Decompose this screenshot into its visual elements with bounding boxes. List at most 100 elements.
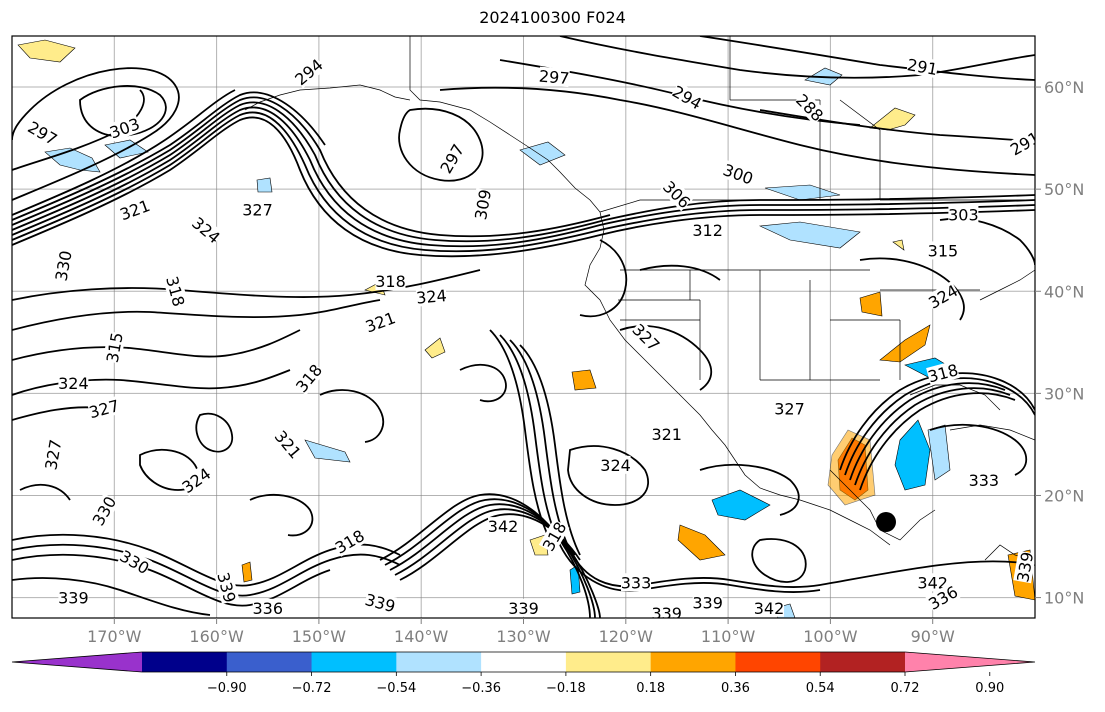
storm-marker xyxy=(876,512,896,532)
contour-label-bg xyxy=(415,286,448,307)
contour-label: 315 xyxy=(928,241,959,260)
orange-patch xyxy=(879,324,931,363)
contour-label-bg xyxy=(621,573,652,592)
contour-label-bg xyxy=(906,55,939,79)
contour-label: 339 xyxy=(692,594,723,613)
contour-label-bg xyxy=(214,570,240,605)
contour-label-bg xyxy=(948,205,979,224)
contour-label-bg xyxy=(363,308,398,336)
colorbar-tick-label: 0.90 xyxy=(975,681,1004,696)
lat-tick-label: 60°N xyxy=(1044,78,1084,97)
contour-label-bg xyxy=(692,593,723,612)
contour-label-bg xyxy=(25,117,61,149)
map-title: 2024100300 F024 xyxy=(479,8,626,27)
lon-tick-label: 140°W xyxy=(394,627,449,646)
contour-label: 339 xyxy=(1013,550,1037,583)
contour-label-bg xyxy=(375,272,406,291)
blue-patch xyxy=(758,221,861,249)
contour-label-bg xyxy=(189,213,224,247)
colorbar-swatch xyxy=(226,652,313,672)
contour-label-bg xyxy=(117,546,153,578)
colorbar-swatch xyxy=(650,652,736,672)
colorbar-swatch xyxy=(311,652,397,672)
contour-label-bg xyxy=(292,360,326,396)
contour-label: 303 xyxy=(948,206,979,225)
contour-label: 339 xyxy=(58,589,89,608)
orange-patch xyxy=(241,561,253,583)
contour-label-bg xyxy=(363,590,398,616)
lat-tick-label: 50°N xyxy=(1044,180,1084,199)
contour-label-bg xyxy=(87,396,121,422)
contour-label: 333 xyxy=(969,471,1000,490)
contour-label-bg xyxy=(651,603,682,618)
contour-label-bg xyxy=(1013,550,1035,584)
contour-label-bg xyxy=(58,374,89,393)
lat-tick-label: 20°N xyxy=(1044,486,1084,505)
colorbar-tick-label: −0.54 xyxy=(376,681,416,696)
contour-label: 339 xyxy=(651,604,682,623)
contour-label: 324 xyxy=(58,374,89,393)
contour-label-bg xyxy=(41,438,65,471)
lon-tick-label: 130°W xyxy=(496,627,551,646)
longitude-axis: 170°W 160°W 150°W 140°W 130°W 120°W 110°W 100°W… xyxy=(87,618,955,646)
contour-label-bg xyxy=(117,195,152,224)
contour-label: 342 xyxy=(917,573,948,592)
colorbar-swatch xyxy=(481,652,567,672)
colorbar-outline xyxy=(11,651,1036,673)
colorbar-extend-high xyxy=(905,652,1035,672)
orange-patch xyxy=(859,291,883,317)
contour-label-bg xyxy=(436,141,468,177)
contour-label-bg xyxy=(252,598,283,617)
lon-tick-label: 90°W xyxy=(911,627,955,646)
colorbar-swatch xyxy=(565,652,652,672)
colorbar-swatch xyxy=(735,652,821,672)
contour-label: 324 xyxy=(415,286,447,308)
colorbar-tick-label: −0.18 xyxy=(546,681,586,696)
colorbar-tick-label: 0.36 xyxy=(721,681,750,696)
shading-patches xyxy=(17,39,1035,618)
contour-label-bg xyxy=(659,177,694,212)
contour-label-bg xyxy=(88,493,120,529)
contour-label-bg xyxy=(58,588,89,607)
contour-label-bg xyxy=(471,188,495,221)
colorbar-swatch xyxy=(396,652,482,672)
contour-label: 321 xyxy=(651,425,682,444)
contour-label-bg xyxy=(926,360,960,386)
lon-tick-label: 120°W xyxy=(599,627,654,646)
contour-label: 297 xyxy=(538,67,570,89)
contour-label: 324 xyxy=(600,456,631,475)
contour-label-bg xyxy=(178,464,214,497)
yellow-patch xyxy=(892,239,905,251)
lon-tick-label: 170°W xyxy=(87,627,142,646)
contour-label-bg xyxy=(332,526,368,557)
blue-patch xyxy=(304,439,351,463)
contour-label: 312 xyxy=(692,221,723,240)
blue-patch xyxy=(256,177,273,193)
colorbar-swatch xyxy=(142,652,228,672)
lat-tick-label: 40°N xyxy=(1044,282,1084,301)
contour-label-bg xyxy=(242,200,273,219)
contour-label-bg xyxy=(291,55,326,89)
contour-label-bg xyxy=(538,66,570,88)
yellow-patch xyxy=(17,39,76,63)
orange-patch xyxy=(677,524,726,561)
contour-label-bg xyxy=(102,331,126,364)
contour-label-bg xyxy=(669,81,705,113)
contour-label: 342 xyxy=(488,517,519,536)
lon-tick-label: 160°W xyxy=(189,627,244,646)
contour-label: 339 xyxy=(508,599,539,618)
colorbar: −0.90 −0.72 −0.54 −0.36 −0.18 0.18 0.36 0.54 0.7… xyxy=(11,651,1036,696)
contour-label-bg xyxy=(917,573,948,592)
colorbar-tick-label: 0.72 xyxy=(891,681,920,696)
lon-tick-label: 100°W xyxy=(803,627,858,646)
contour-label-bg xyxy=(792,90,827,125)
lat-tick-label: 30°N xyxy=(1044,384,1084,403)
contour-label: 336 xyxy=(252,599,283,618)
colorbar-tick-label: −0.90 xyxy=(207,681,247,696)
contour-label-bg xyxy=(1007,127,1035,159)
contour-label-bg xyxy=(925,582,961,613)
colorbar-tick-label: 0.54 xyxy=(806,681,835,696)
contour-label-bg xyxy=(774,399,805,418)
